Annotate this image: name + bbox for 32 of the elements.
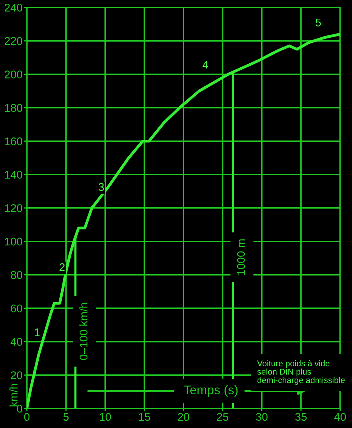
- y-tick-label: 80: [11, 271, 23, 280]
- y-tick-label: 120: [5, 204, 23, 212]
- y-tick-label: 0: [17, 405, 23, 413]
- x-tick-label: 20: [178, 413, 190, 422]
- y-tick-label: 60: [11, 304, 23, 313]
- x-tick-label: 5: [64, 413, 69, 422]
- annotation: 5: [316, 18, 322, 27]
- ref-line-label: 0–100 km/h: [80, 303, 88, 360]
- annotation: 1: [35, 328, 40, 336]
- x-tick-label: 10: [100, 413, 112, 422]
- annotation: Voiture poids à vide selon DIN plus demi-charge admissible: [257, 360, 345, 385]
- annotation: 3: [98, 183, 104, 192]
- y-tick-label: 20: [11, 372, 23, 380]
- y-tick-label: 40: [10, 338, 23, 346]
- y-tick-label: 140: [5, 171, 23, 179]
- x-tick-label: 15: [139, 413, 150, 422]
- x-tick-label: 40: [334, 413, 346, 422]
- y-tick-label: 100: [5, 238, 23, 246]
- annotation: 4: [202, 61, 208, 69]
- y-tick-label: 180: [5, 104, 23, 112]
- y-tick-label: 240: [4, 4, 23, 12]
- x-tick-label: 30: [256, 413, 268, 422]
- x-tick-label: 35: [295, 413, 307, 422]
- y-tick-label: 200: [4, 70, 23, 79]
- x-axis-title: Temps (s): [184, 385, 238, 398]
- annotation: 2: [60, 263, 65, 272]
- x-tick-label: 25: [217, 413, 229, 422]
- y-tick-label: 160: [5, 138, 23, 146]
- y-tick-label: 220: [4, 37, 23, 46]
- ref-line-label: 1000 m: [237, 240, 246, 276]
- x-tick-label: 0: [24, 413, 30, 422]
- y-axis-title: km/h: [10, 384, 18, 407]
